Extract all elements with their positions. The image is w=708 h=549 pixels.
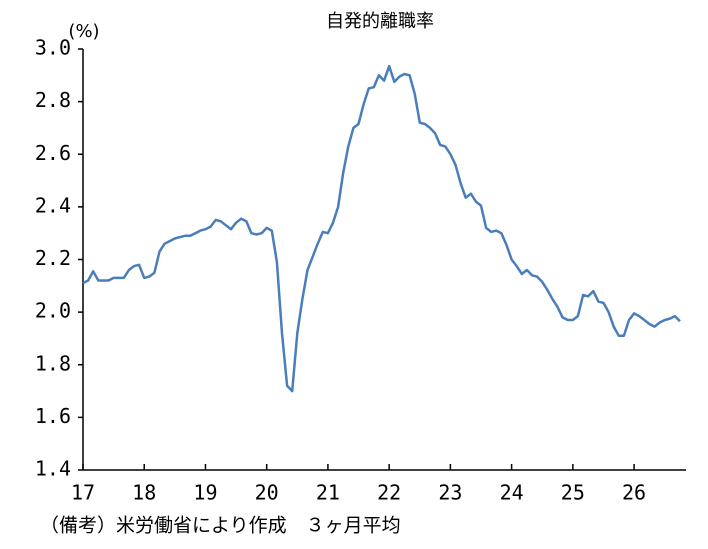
x-tick-label: 19 — [193, 481, 217, 505]
footnote: （備考）米労働省により作成 ３ヶ月平均 — [40, 515, 401, 537]
x-tick-label: 20 — [255, 481, 279, 505]
x-tick-label: 25 — [561, 481, 585, 505]
y-tick-label: 2.2 — [35, 246, 71, 270]
y-tick-label: 1.6 — [35, 404, 71, 428]
x-tick-label: 17 — [71, 481, 95, 505]
x-tick-label: 18 — [132, 481, 156, 505]
y-tick-label: 1.4 — [35, 457, 71, 481]
x-tick-label: 26 — [622, 481, 646, 505]
chart-title: 自発的離職率 — [326, 11, 434, 32]
x-tick-label: 23 — [438, 481, 462, 505]
x-tick-label: 24 — [500, 481, 524, 505]
data-line — [82, 64, 681, 393]
y-tick-label: 2.0 — [35, 299, 71, 323]
x-tick-label: 21 — [316, 481, 340, 505]
unit-label: (%) — [68, 21, 99, 42]
y-tick-label: 2.8 — [35, 88, 71, 112]
y-tick-label: 1.8 — [35, 351, 71, 375]
y-tick-label: 3.0 — [35, 36, 71, 60]
y-tick-label: 2.6 — [35, 141, 71, 165]
x-tick-label: 22 — [377, 481, 401, 505]
y-tick-label: 2.4 — [35, 193, 71, 217]
